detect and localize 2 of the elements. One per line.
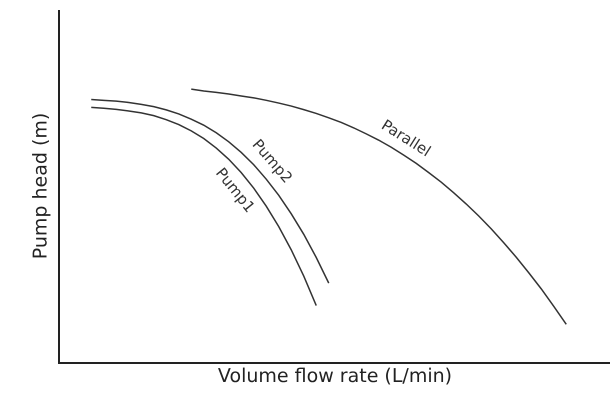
x-axis-title: Volume flow rate (L/min) (218, 365, 452, 388)
y-axis-title: Pump head (m) (30, 112, 52, 260)
